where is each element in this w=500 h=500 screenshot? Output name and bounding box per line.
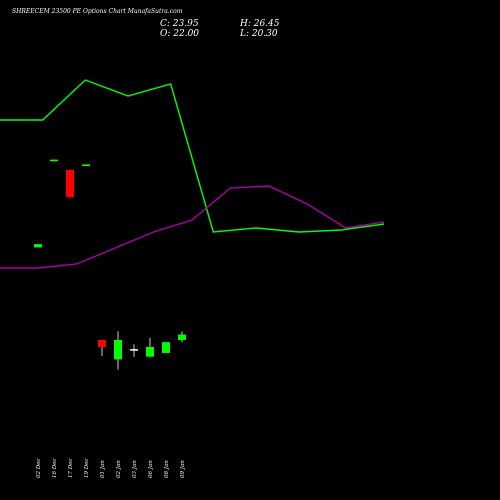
x-tick-label-10: 09 Jan <box>180 460 186 478</box>
low-value: L: 20.30 <box>240 29 278 39</box>
indicator-line-2 <box>0 185 385 269</box>
candle-body-2 <box>50 159 58 162</box>
high-value: H: 26.45 <box>240 19 280 29</box>
candle-body-6 <box>114 340 122 360</box>
chart-title: SHREECEM 23500 PE Options Chart MunafaSu… <box>12 8 183 15</box>
x-tick-label-9: 08 Jan <box>164 460 170 478</box>
candle-body-3 <box>66 169 74 198</box>
candle-body-5 <box>98 340 106 347</box>
close-value: C: 23.95 <box>160 19 199 29</box>
candle-body-7 <box>130 349 138 351</box>
x-tick-label-4: 19 Dec <box>84 459 90 479</box>
x-tick-label-6: 02 Jan <box>116 460 122 478</box>
open-value: O: 22.00 <box>160 29 200 39</box>
candle-body-1 <box>34 244 42 248</box>
x-tick-label-5: 01 Jan <box>100 460 106 478</box>
x-tick-label-1: 02 Dec <box>36 459 42 479</box>
candle-body-4 <box>82 164 90 167</box>
x-tick-label-3: 17 Dec <box>68 459 74 479</box>
x-tick-label-7: 03 Jan <box>132 460 138 478</box>
x-tick-label-2: 16 Dec <box>52 459 58 479</box>
indicator-line-1 <box>0 79 385 233</box>
candle-body-10 <box>178 334 186 340</box>
candle-body-8 <box>146 347 154 357</box>
candle-body-9 <box>162 342 170 353</box>
x-tick-label-8: 06 Jan <box>148 460 154 478</box>
